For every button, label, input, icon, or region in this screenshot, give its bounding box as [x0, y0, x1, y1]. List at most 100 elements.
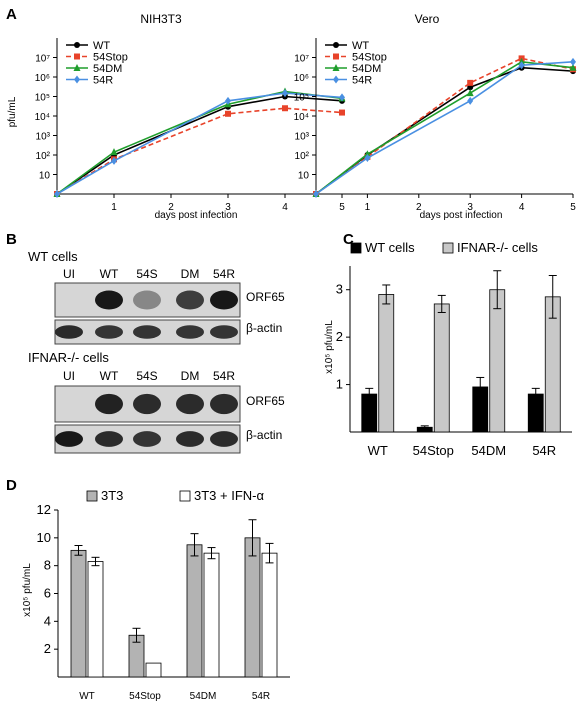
blot-band [176, 393, 204, 415]
blot-band [210, 393, 238, 415]
y-tick-label: 10⁴ [294, 112, 309, 123]
blot-band [95, 290, 123, 310]
data-point [467, 96, 474, 105]
lane-label: 54R [213, 369, 235, 383]
legend-label: 54R [93, 75, 113, 87]
x-tick-label: 4 [519, 202, 525, 213]
series-line [315, 66, 574, 195]
x-tick-label: 5 [339, 202, 345, 213]
legend-swatch [350, 242, 362, 254]
lane-labels-ifnar: UI WT 54S DM 54R [63, 369, 235, 383]
chart-title: Vero [415, 12, 440, 26]
blot-ifnar-beta-actin [54, 424, 241, 454]
chart-title: NIH3T3 [140, 12, 182, 26]
y-tick-label: 10³ [36, 132, 51, 143]
blot-band [55, 431, 83, 447]
data-point [569, 63, 577, 71]
blot-wt-beta-actin [54, 319, 241, 345]
lane-label: WT [100, 369, 119, 383]
blot-band [133, 393, 161, 415]
y-tick-label: 2 [336, 329, 343, 344]
bar [433, 303, 450, 433]
lane-label: WT [100, 267, 119, 281]
blot-band [133, 431, 161, 447]
bar [261, 552, 278, 678]
data-point [74, 53, 80, 60]
x-tick-label: 1 [365, 202, 371, 213]
x-tick-label: 3 [467, 202, 473, 213]
legend-label: WT [352, 40, 369, 52]
legend: WT cells IFNAR-/- cells [350, 240, 538, 255]
data-point [333, 42, 339, 48]
data-point [339, 109, 345, 116]
lane-labels-wt: UI WT 54S DM 54R [63, 267, 235, 281]
y-tick-label: 10⁵ [35, 93, 50, 104]
blot-band [133, 325, 161, 339]
line-chart-nih3t3: NIH3T3 pfu/mL days post infection WT54St… [7, 12, 346, 221]
data-point [333, 53, 339, 60]
data-point [74, 42, 80, 48]
x-tick-label: 5 [570, 202, 576, 213]
legend: 3T3 3T3 + IFN-α [86, 488, 264, 503]
bar [489, 289, 506, 433]
y-tick-label: 3 [336, 282, 343, 297]
y-tick-label: 10⁶ [35, 73, 50, 84]
y-axis-label: x10⁵ pfu/mL [22, 563, 33, 617]
y-tick-label: 10² [295, 151, 310, 162]
legend-swatch [179, 490, 191, 502]
x-axis-label: days post infection [420, 210, 503, 221]
data-point [332, 64, 340, 71]
y-tick-label: 10² [36, 151, 51, 162]
y-tick-label: 10⁶ [294, 73, 309, 84]
x-tick-label: 2 [168, 202, 174, 213]
bar [203, 552, 220, 678]
x-tick-label: WT [368, 443, 388, 458]
x-tick-label: 54R [252, 691, 270, 702]
data-point [466, 89, 474, 97]
y-axis-label: pfu/mL [7, 96, 18, 127]
bar [244, 537, 261, 678]
data-point [111, 156, 117, 165]
data-point [74, 75, 80, 84]
x-tick-label: 3 [225, 202, 231, 213]
x-tick-label: WT [79, 691, 95, 702]
data-point [282, 105, 288, 112]
bar [70, 549, 87, 678]
legend-label: 3T3 [101, 488, 123, 503]
y-tick-label: 8 [44, 558, 51, 573]
legend-label: 54DM [352, 63, 381, 75]
data-point [467, 79, 474, 86]
data-point [333, 75, 339, 84]
y-axis-label: x10⁵ pfu/mL [324, 320, 335, 374]
panel-label-d: D [6, 477, 17, 494]
data-point [518, 61, 525, 70]
blot-ifnar-orf65 [54, 385, 241, 423]
panel-label-a: A [6, 6, 17, 23]
data-point [570, 57, 576, 66]
bar-chart-c: WT cells IFNAR-/- cells x10⁵ pfu/mL 1 2 3 WT… [324, 240, 572, 458]
y-tick-label: 10³ [295, 132, 310, 143]
blot-band [210, 290, 238, 310]
x-tick-label: 54DM [190, 691, 217, 702]
x-tick-label: 54R [532, 443, 556, 458]
data-point [282, 89, 288, 98]
blot-band [176, 290, 204, 310]
data-point [313, 190, 319, 198]
blot-band [133, 290, 161, 310]
blot-label-beta-actin: β-actin [246, 321, 282, 335]
legend-label: 54Stop [352, 52, 387, 64]
bar [87, 561, 104, 678]
blot-heading-ifnar: IFNAR-/- cells [28, 350, 109, 365]
bar [186, 544, 203, 678]
lane-label: 54S [136, 369, 157, 383]
blot-band [176, 325, 204, 339]
x-tick-label: 54Stop [129, 691, 161, 702]
legend-label: WT cells [365, 240, 415, 255]
y-tick-label: 2 [44, 641, 51, 656]
y-tick-label: 10 [298, 171, 310, 182]
lane-label: 54S [136, 267, 157, 281]
legend-label: WT [93, 40, 110, 52]
y-tick-label: 10⁷ [35, 54, 50, 65]
